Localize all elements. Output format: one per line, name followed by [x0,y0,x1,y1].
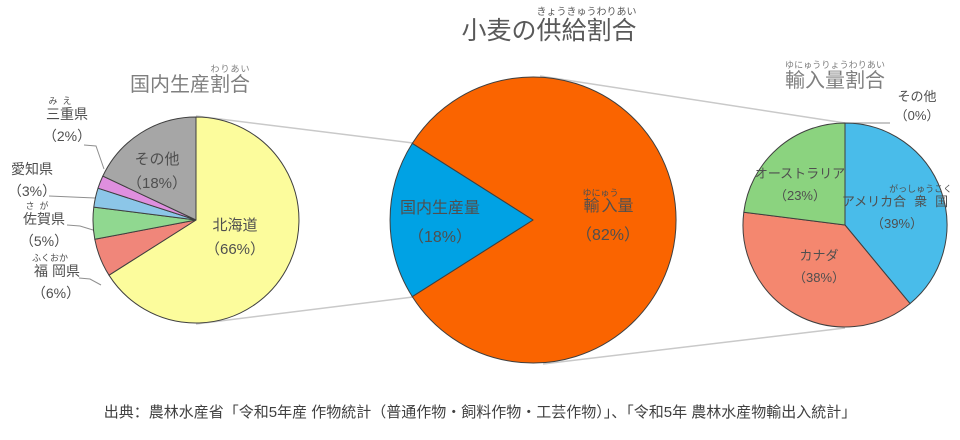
label-sonota-import: その他 （0%） [894,89,940,123]
leader-line-saga [66,224,94,231]
label-australia: オーストラリア （23%） [754,166,846,203]
label-aichi: 愛知県 （3%） [7,161,57,200]
leader-line-mie [83,144,105,170]
pie-slice-アメリカ合衆国 [844,122,948,305]
label-hokkaido: 北海道 （66%） [204,217,266,259]
pie-slice-輸入量 [411,76,677,364]
connector-line-right-bottom [542,327,846,365]
page-title-ruby: 供給割合きょうきゅうわりあい [536,7,637,45]
label-sonota-domestic: その他 （18%） [126,151,188,193]
label-canada: カナダ （38%） [792,248,846,285]
leader-line-fukuoka [78,277,102,286]
import-pie-title: 輸入量割合ゆにゅうりょうわりあい [785,60,885,92]
pie-slice-カナダ [742,211,911,328]
connector-line-right-top [539,75,846,124]
pie-imports [742,122,948,328]
page-title: 小麦の供給割合きょうきゅうわりあい [461,7,637,45]
label-domestic-volume: 国内生産量 （18%） [399,200,481,247]
label-fukuoka: 福岡ふくおか県 （6%） [31,253,81,302]
label-usa: アメリカ合衆国がっしゅうこく （39%） [841,184,953,231]
pie-slice-北海道 [108,116,300,324]
pie-slice-オーストラリア [743,122,846,226]
label-import-volume: 輸入ゆにゅう量 （82%） [575,188,641,245]
connector-lines [195,75,846,365]
pie-supply [389,76,677,364]
source-citation: 出典：農林水産省「令和5年産 作物統計（普通作物・飼料作物・工芸作物）」、「令和… [103,404,857,421]
connector-line-left-top [195,115,414,144]
leader-line-aichi [48,195,96,199]
leader-lines [48,122,890,286]
pie-slice-国内生産量 [389,142,534,298]
pie-slice-その他 [102,116,197,221]
domestic-pie-title: 国内生産割合わりあい [130,64,250,96]
connector-line-left-bottom [195,296,414,325]
pie-domestic-production [92,116,300,324]
label-mie: 三重みえ県 （2%） [42,96,92,145]
label-saga: 佐賀さが県 （5%） [19,201,69,250]
